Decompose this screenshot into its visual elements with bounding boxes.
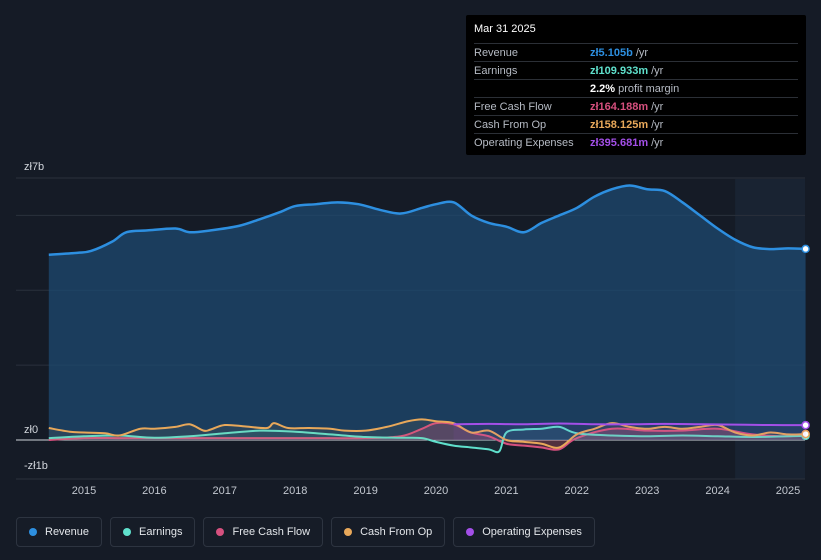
legend-label: Free Cash Flow — [232, 526, 311, 538]
tooltip-row-unit: /yr — [651, 136, 664, 149]
x-tick-label: 2022 — [564, 485, 590, 497]
tooltip-row: Earnings zł109.933m/yr — [474, 61, 798, 79]
x-tick-label: 2023 — [634, 485, 660, 497]
tooltip-row: Free Cash Flow zł164.188m/yr — [474, 97, 798, 115]
legend: Revenue Earnings Free Cash Flow Cash From O… — [16, 517, 595, 547]
y-tick-label-bottom: -zł1b — [24, 460, 48, 472]
legend-item-revenue[interactable]: Revenue — [16, 517, 103, 547]
x-tick-label: 2018 — [282, 485, 308, 497]
tooltip-row-unit: /yr — [651, 64, 664, 77]
cash-from-op-end-point — [801, 429, 810, 439]
tooltip-row-label: Revenue — [474, 46, 519, 59]
legend-item-free-cash-flow[interactable]: Free Cash Flow — [203, 517, 324, 547]
tooltip-row-value: zł5.105b — [590, 46, 633, 59]
y-tick-label-top: zł7b — [24, 161, 45, 173]
tooltip-date: Mar 31 2025 — [474, 23, 536, 35]
dot-icon — [29, 528, 37, 536]
tooltip-row-unit: /yr — [635, 46, 649, 59]
free-cash-flow-area — [48, 422, 806, 450]
tooltip-row-label: Cash From Op — [474, 118, 547, 131]
cash-from-op-line — [48, 418, 806, 449]
earnings-line — [48, 425, 806, 454]
tooltip-row-label: Earnings — [474, 64, 518, 77]
tooltip-row-value: 2.2% — [590, 82, 616, 95]
x-tick-label: 2015 — [71, 485, 97, 497]
tooltip-row-unit: /yr — [651, 100, 664, 113]
operating-expenses-area — [453, 423, 806, 440]
legend-label: Revenue — [45, 526, 90, 538]
x-tick-label: 2025 — [775, 485, 801, 497]
tooltip-row-value: zł164.188m — [590, 100, 649, 113]
legend-label: Earnings — [139, 526, 183, 538]
tooltip-row-unit: profit margin — [618, 82, 680, 95]
tooltip-row-value: zł109.933m — [590, 64, 649, 77]
legend-label: Cash From Op — [360, 526, 433, 538]
tooltip-row: Revenue zł5.105b/yr — [474, 43, 798, 61]
revenue-area — [48, 185, 806, 440]
legend-item-cash-from-op[interactable]: Cash From Op — [331, 517, 446, 547]
tooltip-row-label: Operating Expenses — [474, 136, 574, 149]
x-tick-label: 2021 — [494, 485, 519, 497]
revenue-line — [48, 184, 806, 256]
x-tick-label: 2024 — [705, 485, 730, 497]
x-tick-label: 2017 — [212, 485, 238, 497]
x-tick-label: 2016 — [142, 485, 167, 497]
operating-expenses-line — [453, 422, 806, 427]
tooltip-row: Operating Expenses zł395.681m/yr — [474, 133, 798, 151]
tooltip-row-label: Free Cash Flow — [474, 100, 552, 113]
x-tick-label: 2019 — [353, 485, 378, 497]
tooltip-row-unit: /yr — [651, 118, 664, 131]
tooltip-row-value: zł158.125m — [590, 118, 649, 131]
legend-item-operating-expenses[interactable]: Operating Expenses — [453, 517, 595, 547]
operating-expenses-end-point — [801, 420, 810, 430]
dot-icon — [123, 528, 132, 536]
x-tick-label: 2020 — [423, 485, 449, 497]
legend-label: Operating Expenses — [482, 526, 582, 538]
tooltip-rows: Revenue zł5.105b/yr Earnings zł109.933m/yr 2… — [474, 43, 798, 151]
tooltip-row: Cash From Op zł158.125m/yr — [474, 115, 798, 133]
tooltip: Mar 31 2025 Revenue zł5.105b/yr Earnings zł… — [466, 15, 806, 155]
dot-icon — [216, 528, 225, 536]
dot-icon — [344, 528, 353, 536]
tooltip-row-value: zł395.681m — [590, 136, 649, 149]
y-tick-label-zero: zł0 — [24, 424, 39, 436]
legend-item-earnings[interactable]: Earnings — [110, 517, 196, 547]
tooltip-row: 2.2% profit margin — [474, 79, 798, 97]
dot-icon — [466, 528, 475, 536]
revenue-end-point — [801, 244, 810, 254]
